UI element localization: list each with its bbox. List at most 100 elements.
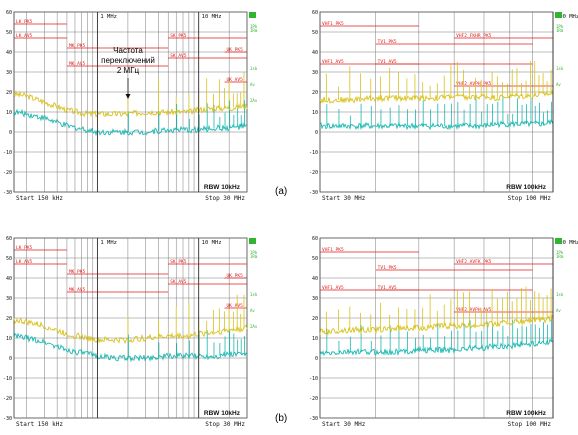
limit-label: VHF1_AV5 [322, 59, 344, 65]
limit-label: UK_AV5 [227, 303, 244, 309]
y-tick-label: -30 [3, 416, 12, 422]
decade-label: 1 MHz [100, 14, 117, 20]
decade-label: 100 MHz [556, 14, 578, 20]
top-marks: 1 MHz 10 MHz [96, 238, 222, 418]
traces [319, 89, 554, 131]
limit-lines: LK_PK5 LK_AV5 MK_PK5 MK_AV5 SK_PK5 SK_AV5 UK_P… [14, 19, 247, 83]
trace-tag: Av [250, 82, 255, 87]
limit-label: VHF1_PK5 [322, 247, 344, 253]
start-label: Start 30 MHz [322, 195, 366, 202]
trace-tag: 1Pk [556, 24, 564, 29]
decade-label: 10 MHz [202, 240, 222, 246]
limit-label: TV1_PK5 [378, 39, 397, 45]
y-tick-label: -20 [309, 170, 318, 176]
y-tick-label: 30 [6, 70, 12, 76]
y-tick-label: 60 [312, 10, 318, 16]
trace-tag: Av [250, 308, 255, 313]
peak-trace [13, 89, 248, 118]
trace-tag: 1Rm [556, 28, 564, 33]
panel-a-left: LK_PK5 LK_AV5 MK_PK5 MK_AV5 SK_PK5 SK_AV5 UK_P… [3, 10, 258, 202]
limit-label: MK_PK5 [69, 43, 86, 49]
y-tick-label: 20 [312, 316, 318, 322]
average-trace [319, 338, 554, 357]
start-label: Start 30 MHz [322, 421, 366, 428]
trace-tag: Av [556, 82, 561, 87]
y-tick-label: 10 [312, 336, 318, 342]
limit-label: TV1_AV5 [378, 285, 397, 291]
trace-tag: 1sk [556, 66, 564, 71]
callout-arrowhead [125, 94, 131, 99]
limit-label: VHF1_AV5 [322, 285, 344, 291]
top-marks: 1 MHz 10 MHz [96, 12, 222, 192]
y-tick-label: 30 [312, 296, 318, 302]
spikes [325, 60, 552, 126]
trace-tag: 1Rm [250, 254, 258, 259]
y-tick-label: 20 [312, 90, 318, 96]
y-tick-label: 0 [315, 356, 318, 362]
limit-lines: LK_PK5 LK_AV5 MK_PK5 MK_AV5 SK_PK5 SK_AV5 UK_P… [14, 245, 247, 309]
trace-tag: 2Av [250, 324, 258, 329]
traces [13, 317, 248, 363]
y-tick-labels: 60 50 40 30 20 10 0 -10 -20 -30 [309, 236, 318, 422]
y-tick-label: 0 [9, 356, 12, 362]
y-tick-labels: 60 50 40 30 20 10 0 -10 -20 -30 [309, 10, 318, 196]
callout-line-3: 2 МГц [116, 66, 140, 75]
traces [13, 89, 248, 137]
spikes [325, 286, 552, 354]
peak-trace [319, 313, 554, 336]
switching-frequency-callout: Частота переключений 2 МГц [80, 46, 176, 76]
y-tick-labels: 60 50 40 30 20 10 0 -10 -20 -30 [3, 236, 12, 422]
y-tick-label: 60 [312, 236, 318, 242]
panel-frame [13, 237, 248, 419]
y-tick-label: 50 [312, 256, 318, 262]
y-tick-label: -20 [3, 170, 12, 176]
y-tick-label: 20 [6, 90, 12, 96]
indicator-box [249, 238, 256, 244]
stop-label: Stop 100 MHz [508, 195, 552, 202]
trace-tag: 1Rm [556, 254, 564, 259]
top-marks: 100 MHz [552, 12, 578, 192]
limit-label: MK_PK5 [69, 269, 86, 275]
trace-tag: 1Pk [556, 250, 564, 255]
grid [320, 237, 554, 419]
callout-line-2: переключений [101, 56, 155, 65]
trace-tag: 1sk [250, 66, 258, 71]
limit-label: LK_AV5 [16, 33, 33, 39]
limit-label: TV1_PK5 [378, 265, 397, 271]
stop-label: Stop 30 MHz [205, 195, 245, 202]
figure-label-b: (b) [275, 413, 288, 424]
y-tick-label: -30 [3, 190, 12, 196]
trace-tag: 1Pk [250, 24, 258, 29]
rbw-label: RBW 100kHz [506, 184, 546, 191]
y-tick-label: 0 [315, 130, 318, 136]
average-trace [13, 332, 248, 363]
y-tick-label: 40 [6, 276, 12, 282]
trace-tag: 1Rm [250, 28, 258, 33]
y-tick-label: -10 [3, 150, 12, 156]
panel-a-right: VHF1_PK5 TV1_PK5 VHF1_AV5 TV1_AV5 VHF2_FKHR_… [309, 10, 578, 202]
y-tick-label: -30 [309, 416, 318, 422]
panel-frame [13, 11, 248, 193]
limit-label: VHF2_AVFK_PK5 [456, 259, 492, 265]
y-tick-label: -10 [309, 376, 318, 382]
indicator-box [249, 12, 256, 18]
limit-label: TV1_AV5 [378, 59, 397, 65]
y-tick-label: 10 [6, 110, 12, 116]
spikes [127, 72, 245, 132]
limit-label: MK_AV5 [69, 61, 86, 67]
limit-label: LK_AV5 [16, 259, 33, 265]
trace-tag: 1sk [556, 292, 564, 297]
y-tick-label: 50 [312, 30, 318, 36]
start-label: Start 150 kHz [16, 421, 63, 428]
stop-label: Stop 30 MHz [205, 421, 245, 428]
y-tick-label: -10 [3, 376, 12, 382]
y-tick-label: 30 [312, 70, 318, 76]
decade-label: 100 MHz [556, 240, 578, 246]
rbw-label: RBW 10kHz [204, 410, 241, 417]
panel-frame [319, 237, 554, 419]
y-tick-label: 50 [6, 30, 12, 36]
